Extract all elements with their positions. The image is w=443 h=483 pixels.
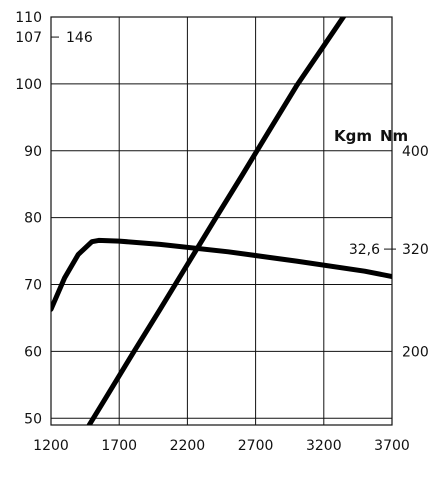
plot-frame (50, 16, 393, 426)
right-tick-label: 400 (402, 144, 429, 160)
right-tick-label: 320 (402, 242, 429, 258)
x-tick-label: 1700 (101, 438, 137, 454)
chart-marks (51, 17, 396, 425)
x-tick-label: 2200 (170, 438, 206, 454)
y-tick-label: 90 (24, 144, 42, 160)
y-tick-label: 80 (24, 211, 42, 227)
y-tick-label: 70 (24, 278, 42, 294)
series-line-power (86, 17, 347, 425)
x-tick-label: 3200 (306, 438, 342, 454)
series-line-torque (51, 237, 392, 312)
right-axis-label-kgm: Kgm (334, 127, 372, 145)
y-tick-label: 100 (15, 77, 42, 93)
x-tick-label: 3700 (374, 438, 410, 454)
marker-label-left: 107 (15, 30, 42, 46)
x-tick-label: 1200 (33, 438, 69, 454)
y-tick-label: 110 (15, 10, 42, 26)
right-axis-label-nm: Nm (380, 127, 408, 145)
grid-lines (51, 17, 392, 425)
marker-label-right-kgm: 32,6 (349, 242, 380, 258)
chart-labels: 1200 1700 2200 2700 3200 3700 50 60 70 80 90 100 110… (15, 10, 428, 454)
right-tick-label: 200 (402, 344, 429, 360)
x-tick-label: 2700 (238, 438, 274, 454)
y-tick-label: 50 (24, 411, 42, 427)
marker-label-paired: 146 (66, 30, 93, 46)
y-tick-label: 60 (24, 344, 42, 360)
